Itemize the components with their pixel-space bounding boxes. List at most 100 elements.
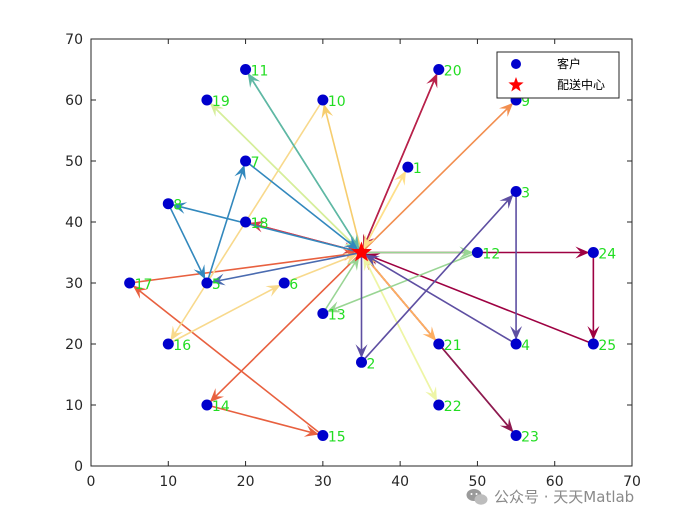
- customer-point-1: [402, 161, 414, 173]
- customer-label-15: 15: [328, 430, 346, 446]
- x-tick-label: 50: [469, 474, 487, 490]
- customer-point-14: [201, 399, 213, 411]
- route-segment: [362, 69, 440, 250]
- customer-label-12: 12: [482, 247, 500, 263]
- route-arrowhead: [132, 285, 148, 299]
- y-tick-label: 60: [65, 93, 83, 109]
- customer-point-15: [317, 430, 329, 441]
- route-segment: [362, 255, 440, 406]
- customer-label-25: 25: [598, 338, 616, 354]
- route-4-edge-2: [132, 284, 324, 437]
- route-segment: [206, 404, 320, 436]
- route-5-edge-0: [360, 102, 514, 254]
- customer-point-24: [587, 247, 599, 258]
- legend-customer-marker: [511, 59, 521, 69]
- watermark-text: 公众号 · 天天Matlab: [494, 488, 635, 506]
- customer-label-24: 24: [598, 247, 616, 263]
- route-arrowhead: [265, 284, 281, 297]
- route-arrowhead: [321, 103, 334, 119]
- route-segment: [209, 251, 363, 403]
- customer-point-7: [240, 155, 252, 167]
- x-tick-label: 40: [391, 474, 409, 490]
- customer-point-8: [162, 198, 174, 210]
- route-segment: [283, 253, 359, 284]
- route-segment: [171, 203, 362, 254]
- x-tick-label: 60: [546, 474, 564, 490]
- route-6-edge-1: [363, 255, 440, 345]
- customer-point-21: [433, 338, 445, 350]
- customer-label-19: 19: [212, 94, 230, 110]
- route-14-edge-3: [245, 160, 359, 251]
- route-arrowhead: [355, 344, 368, 359]
- customer-label-13: 13: [328, 308, 346, 324]
- route-7-edge-1: [362, 166, 409, 250]
- x-tick-label: 20: [237, 474, 255, 490]
- route-segment: [206, 164, 246, 284]
- route-arrowhead: [172, 202, 188, 214]
- route-13-edge-1: [244, 69, 361, 250]
- route-14-edge-2: [206, 164, 246, 284]
- customer-point-16: [162, 338, 174, 350]
- route-segment: [364, 253, 517, 345]
- route-arrowhead: [499, 194, 514, 209]
- customer-point-20: [433, 64, 445, 75]
- route-arrowhead: [499, 102, 514, 117]
- customer-label-10: 10: [328, 94, 346, 110]
- route-arrowhead: [342, 253, 358, 265]
- customer-label-9: 9: [521, 94, 530, 110]
- customer-point-12: [471, 247, 483, 258]
- route-arrowhead: [209, 388, 224, 403]
- customer-point-25: [587, 338, 599, 350]
- route-segment: [132, 284, 324, 437]
- route-arrowhead: [575, 246, 590, 259]
- route-segment: [364, 253, 594, 345]
- customer-point-23: [510, 430, 522, 441]
- route-9-edge-2: [283, 253, 359, 284]
- route-arrowhead: [326, 301, 342, 313]
- customer-point-18: [240, 216, 252, 228]
- customer-label-7: 7: [251, 155, 260, 171]
- customer-label-20: 20: [444, 64, 462, 80]
- legend-depot-marker: [508, 77, 524, 92]
- watermark: 公众号 · 天天Matlab: [466, 486, 634, 507]
- customer-label-1: 1: [413, 161, 422, 177]
- depot-marker-group: [351, 241, 372, 262]
- routes: [129, 69, 600, 437]
- route-arrowhead: [425, 386, 437, 402]
- route-arrowhead: [343, 236, 359, 250]
- route-segment: [360, 102, 514, 254]
- route-arrowhead: [170, 325, 183, 341]
- customer-point-10: [317, 94, 329, 106]
- wechat-icon: [466, 488, 488, 505]
- route-16-edge-1: [360, 193, 514, 363]
- route-arrowhead: [303, 425, 319, 437]
- customer-label-23: 23: [521, 430, 539, 446]
- y-tick-label: 70: [65, 32, 83, 48]
- customer-point-17: [124, 277, 136, 289]
- route-segment: [245, 160, 359, 251]
- route-9-edge-1: [167, 284, 282, 345]
- route-segment: [322, 255, 361, 314]
- customer-point-4: [510, 338, 522, 350]
- route-arrowhead: [426, 73, 438, 89]
- x-tick-label: 10: [159, 474, 177, 490]
- customer-label-3: 3: [521, 186, 530, 202]
- route-segment: [363, 255, 440, 345]
- customer-label-4: 4: [521, 338, 530, 354]
- route-segment: [167, 284, 282, 345]
- y-tick-label: 40: [65, 215, 83, 231]
- customer-point-3: [510, 186, 522, 197]
- y-tick-label: 0: [74, 459, 83, 475]
- customer-point-2: [356, 356, 367, 368]
- route-arrowhead: [193, 264, 206, 280]
- route-segment: [362, 166, 409, 250]
- customer-label-5: 5: [212, 277, 221, 293]
- legend-customer-label: 客户: [557, 56, 581, 71]
- customer-label-6: 6: [289, 277, 298, 293]
- x-tick-label: 30: [314, 474, 332, 490]
- route-arrowhead: [363, 233, 376, 249]
- customer-point-22: [433, 399, 445, 411]
- route-4-edge-0: [209, 251, 363, 403]
